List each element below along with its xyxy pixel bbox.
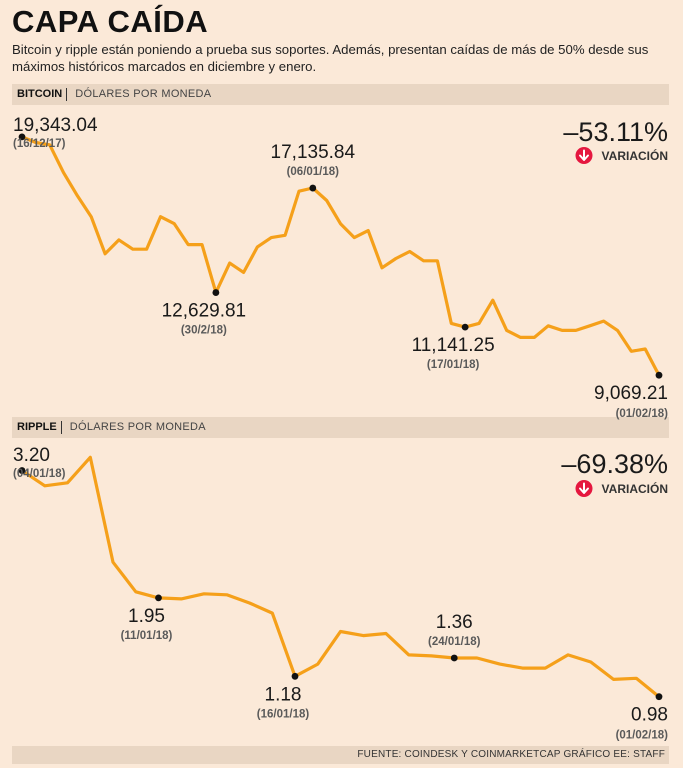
ripple-value-label: 1.95 [128,606,165,627]
ripple-unit: DÓLARES POR MONEDA [69,421,206,433]
bitcoin-date-label: (30/2/18) [181,325,227,337]
ripple-series-name: RIPPLE [17,421,57,433]
page-subtitle: Bitcoin y ripple están poniendo a prueba… [12,42,649,74]
ripple-date-label: (04/01/18) [13,468,66,480]
source-footer: FUENTE: COINDESK Y COINMARKETCAP GRÁFICO… [12,746,669,764]
ripple-date-label: (24/01/18) [428,636,481,648]
bitcoin-data-point [212,289,220,296]
bitcoin-unit: DÓLARES POR MONEDA [75,88,212,100]
ripple-data-point [155,594,162,602]
bitcoin-series-line [20,135,661,377]
ripple-data-point [655,693,663,701]
ripple-series-line [20,455,661,699]
bitcoin-date-label: (06/01/18) [287,166,340,178]
bitcoin-date-label: (16/12/17) [13,138,66,150]
ripple-header-bar: RIPPLE DÓLARES POR MONEDA [12,417,669,438]
bitcoin-series-name: BITCOIN [17,88,63,100]
bitcoin-value-label: 19,343.04 [13,115,98,136]
ripple-value-label: 0.98 [631,705,668,726]
bitcoin-value-label: 11,141.25 [412,335,495,356]
ripple-data-point [291,672,299,680]
ripple-variation-value: –69.38% [561,449,668,479]
ripple-data-point [450,654,458,662]
ripple-variation-label: VARIACIÓN [602,481,668,496]
divider [66,87,68,101]
divider [60,420,62,434]
bitcoin-value-label: 9,069.21 [594,383,668,404]
bitcoin-variation-value: –53.11% [563,117,668,147]
bitcoin-date-label: (17/01/18) [427,359,480,371]
bitcoin-value-label: 12,629.81 [162,301,247,322]
page-title: CAPA CAÍDA [12,4,209,39]
bitcoin-date-label: (01/02/18) [616,408,669,420]
ripple-value-label: 1.36 [436,612,473,633]
ripple-date-label: (01/02/18) [616,730,669,742]
down-arrow-icon [575,147,593,164]
bitcoin-value-label: 17,135.84 [271,142,356,163]
bitcoin-data-point [309,184,317,192]
source-text: FUENTE: COINDESK Y COINMARKETCAP GRÁFICO… [357,749,665,760]
bitcoin-data-point [461,323,469,331]
bitcoin-data-point [18,133,26,141]
ripple-data-point [18,467,26,474]
bitcoin-header-bar: BITCOIN DÓLARES POR MONEDA [12,84,669,105]
ripple-date-label: (16/01/18) [257,708,310,720]
bitcoin-variation-label: VARIACIÓN [602,148,668,163]
ripple-value-label: 1.18 [265,684,302,705]
ripple-date-label: (11/01/18) [121,630,173,642]
bitcoin-data-point [655,371,663,379]
down-arrow-icon [575,480,593,497]
ripple-value-label: 3.20 [13,445,50,466]
